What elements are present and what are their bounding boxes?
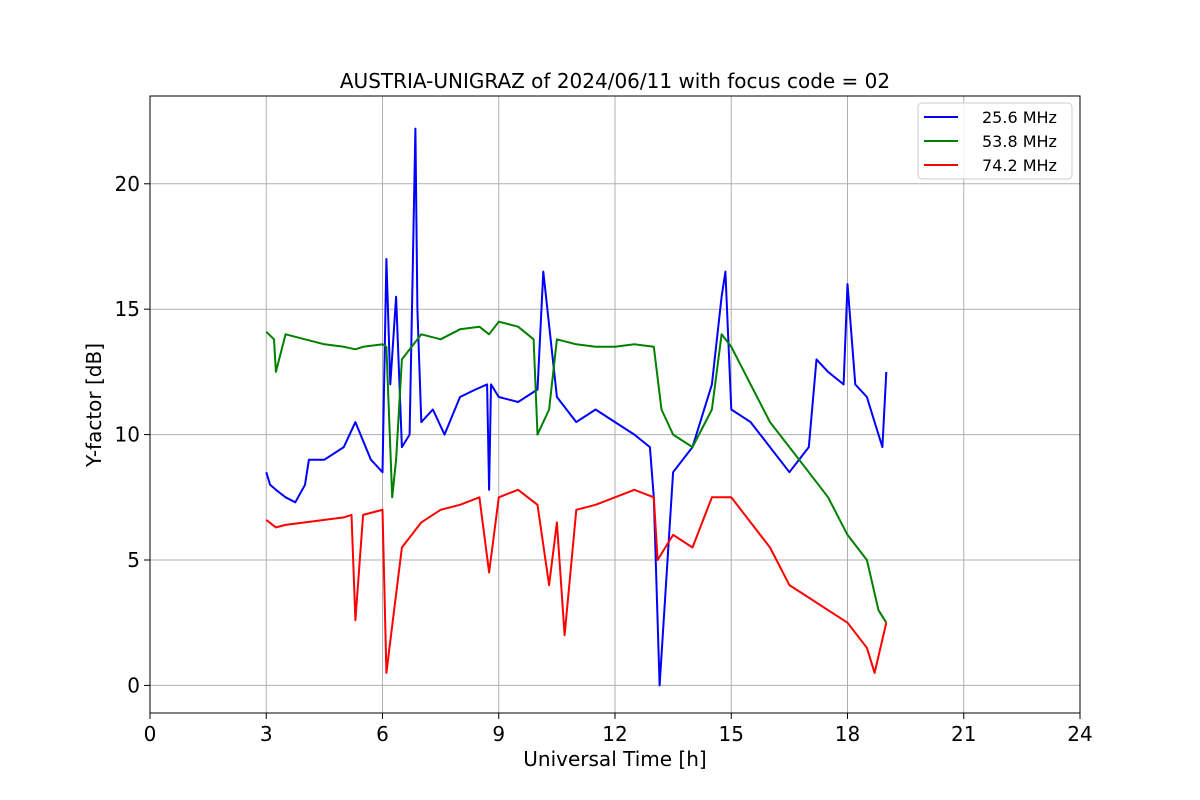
y-tick-label: 15 bbox=[115, 297, 140, 321]
x-tick-label: 12 bbox=[602, 722, 627, 746]
x-tick-label: 6 bbox=[376, 722, 389, 746]
y-tick-label: 5 bbox=[127, 548, 140, 572]
y-tick-label: 10 bbox=[115, 423, 140, 447]
y-tick-label: 20 bbox=[115, 172, 140, 196]
legend-label: 53.8 MHz bbox=[982, 132, 1057, 151]
legend-box bbox=[917, 102, 1073, 180]
x-tick-label: 0 bbox=[144, 722, 157, 746]
series-line-2 bbox=[265, 320, 888, 624]
y-axis-label: Y-factor [dB] bbox=[82, 343, 106, 468]
x-tick-label: 3 bbox=[260, 722, 273, 746]
series-layer bbox=[265, 127, 888, 687]
series-line-3 bbox=[265, 488, 888, 674]
legend-label: 74.2 MHz bbox=[982, 156, 1057, 175]
y-axis: 0 5 10 15 20 bbox=[115, 172, 150, 697]
legend-label: 25.6 MHz bbox=[982, 108, 1057, 127]
x-axis-label: Universal Time [h] bbox=[523, 747, 706, 771]
x-tick-label: 9 bbox=[492, 722, 505, 746]
x-tick-label: 18 bbox=[835, 722, 860, 746]
y-tick-label: 0 bbox=[127, 673, 140, 697]
x-tick-label: 21 bbox=[951, 722, 976, 746]
x-tick-label: 24 bbox=[1067, 722, 1092, 746]
legend: 25.6 MHz 53.8 MHz 74.2 MHz bbox=[917, 102, 1073, 180]
chart-title: AUSTRIA-UNIGRAZ of 2024/06/11 with focus… bbox=[340, 69, 890, 93]
x-axis: 0 3 6 9 12 15 18 21 24 bbox=[144, 713, 1093, 746]
x-tick-label: 15 bbox=[719, 722, 744, 746]
